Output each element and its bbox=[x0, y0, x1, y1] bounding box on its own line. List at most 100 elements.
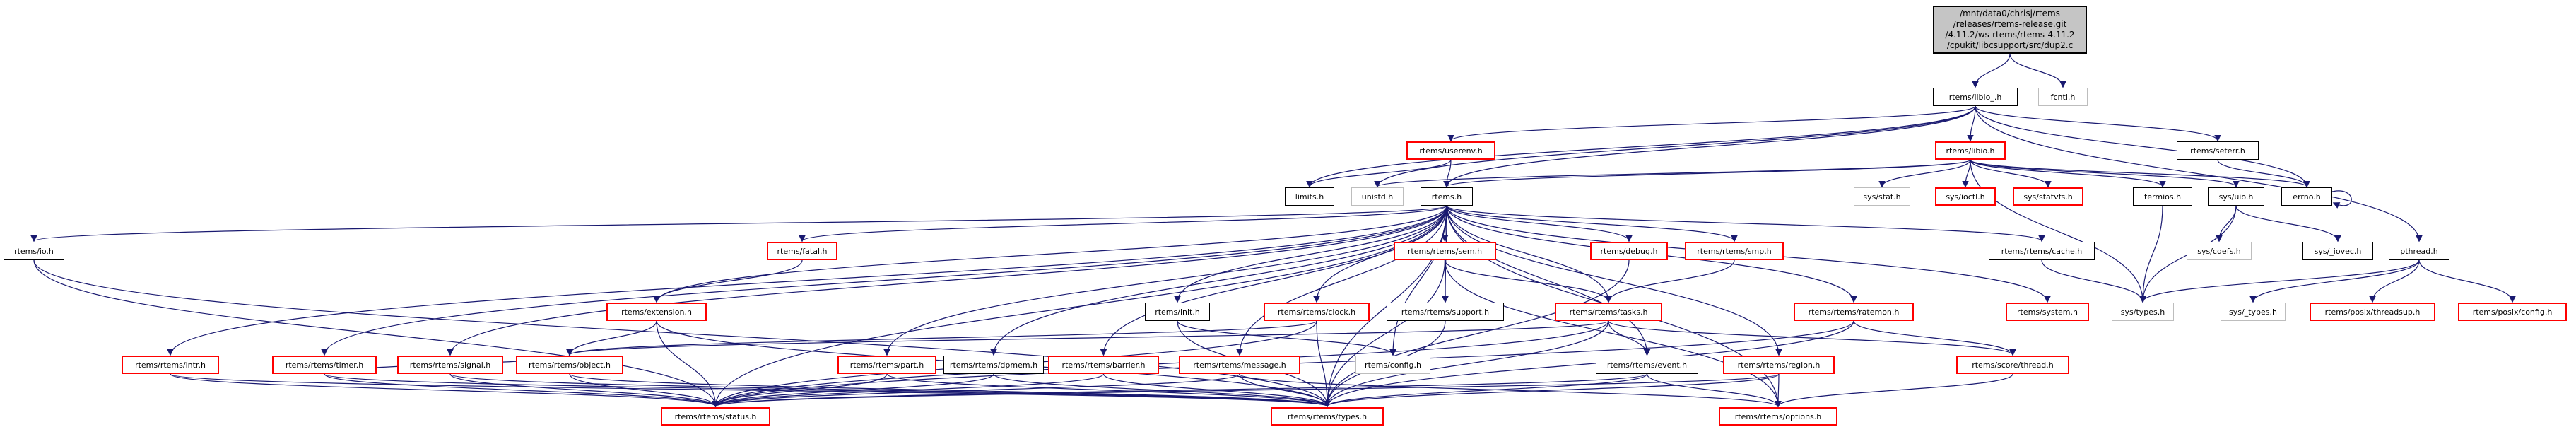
edge-event-types bbox=[1324, 373, 1648, 408]
edge-libio-termios bbox=[1970, 159, 2166, 188]
node-options[interactable]: rtems/rtems/options.h bbox=[1719, 407, 1837, 426]
node-seterr[interactable]: rtems/seterr.h bbox=[2177, 141, 2259, 160]
edge-barrier-types bbox=[1102, 373, 1331, 408]
edge-libio_-userenv bbox=[1447, 105, 1976, 142]
edge-debug-types bbox=[1324, 259, 1630, 408]
node-signal[interactable]: rtems/rtems/signal.h bbox=[397, 356, 503, 374]
node-rtems[interactable]: rtems.h bbox=[1421, 187, 1473, 206]
edge-root-libio_ bbox=[1972, 53, 2011, 88]
edge-root-fcntl bbox=[2009, 53, 2066, 88]
edge-signal-types bbox=[449, 373, 1331, 408]
node-fatal[interactable]: rtems/fatal.h bbox=[767, 242, 837, 260]
edge-rtems-smp bbox=[1446, 205, 1738, 242]
edge-region-types bbox=[1324, 373, 1780, 408]
node-sys_uio[interactable]: sys/uio.h bbox=[2208, 187, 2264, 206]
edge-rtems-fatal bbox=[799, 205, 1447, 242]
node-userenv[interactable]: rtems/userenv.h bbox=[1406, 141, 1495, 160]
edge-event-status bbox=[712, 373, 1648, 408]
edge-pthread-sys__types bbox=[2249, 259, 2420, 303]
node-errno[interactable]: errno.h bbox=[2281, 187, 2332, 206]
edge-io-types bbox=[33, 259, 1331, 408]
node-cache[interactable]: rtems/rtems/cache.h bbox=[1989, 242, 2095, 260]
edge-libio_-rtems bbox=[1443, 105, 1976, 188]
edge-userenv-rtems bbox=[1443, 159, 1452, 188]
node-barrier[interactable]: rtems/rtems/barrier.h bbox=[1048, 356, 1159, 374]
edge-sem-options bbox=[1444, 259, 1782, 408]
node-intr[interactable]: rtems/rtems/intr.h bbox=[122, 356, 219, 374]
edge-extension-status bbox=[656, 320, 719, 408]
edge-ratemon-score_thread bbox=[1853, 320, 2016, 356]
edge-pthread-posix_threadsup bbox=[2369, 259, 2420, 303]
edge-signal-status bbox=[449, 373, 719, 408]
edge-object-types bbox=[569, 373, 1331, 408]
node-posix_config[interactable]: rtems/posix/config.h bbox=[2458, 303, 2567, 321]
node-message[interactable]: rtems/rtems/message.h bbox=[1179, 356, 1300, 374]
edge-rtems-region bbox=[1446, 205, 1782, 356]
edge-rtems-dpmem bbox=[990, 205, 1447, 356]
node-limits[interactable]: limits.h bbox=[1285, 187, 1334, 206]
edge-message-options bbox=[1239, 373, 1782, 408]
edge-intr-status bbox=[170, 373, 719, 408]
node-io[interactable]: rtems/io.h bbox=[4, 242, 64, 260]
node-libio_[interactable]: rtems/libio_.h bbox=[1933, 88, 2018, 106]
node-tasks[interactable]: rtems/rtems/tasks.h bbox=[1555, 303, 1662, 321]
node-sys_cdefs: sys/cdefs.h bbox=[2187, 242, 2252, 260]
edge-libio-sys_types bbox=[1970, 159, 2146, 303]
node-fcntl: fcntl.h bbox=[2038, 88, 2088, 106]
edge-libio-rtems bbox=[1443, 159, 1971, 188]
node-part[interactable]: rtems/rtems/part.h bbox=[837, 356, 936, 374]
edge-rtems-signal bbox=[447, 205, 1447, 356]
edge-libio-sys_statvfs bbox=[1970, 159, 2052, 188]
node-clock[interactable]: rtems/rtems/clock.h bbox=[1264, 303, 1370, 321]
node-init[interactable]: rtems/init.h bbox=[1145, 303, 1210, 321]
edge-sys_uio-sys_iovec bbox=[2235, 205, 2341, 242]
node-libio[interactable]: rtems/libio.h bbox=[1935, 141, 2006, 160]
node-region[interactable]: rtems/rtems/region.h bbox=[1723, 356, 1835, 374]
edge-rtems-part bbox=[883, 205, 1447, 356]
node-unistd: unistd.h bbox=[1351, 187, 1404, 206]
edge-tasks-score_thread bbox=[1608, 320, 2016, 356]
node-sys_iovec[interactable]: sys/_iovec.h bbox=[2302, 242, 2373, 260]
node-object[interactable]: rtems/rtems/object.h bbox=[516, 356, 623, 374]
node-sys_statvfs[interactable]: sys/statvfs.h bbox=[2013, 187, 2083, 206]
edge-cache-sys_types bbox=[2041, 259, 2146, 303]
node-config: rtems/config.h bbox=[1355, 356, 1430, 374]
node-support[interactable]: rtems/rtems/support.h bbox=[1387, 303, 1504, 321]
edge-sys_uio-sys_cdefs bbox=[2216, 205, 2237, 242]
node-system[interactable]: rtems/system.h bbox=[2006, 303, 2089, 321]
edge-libio-sys_uio bbox=[1970, 159, 2240, 188]
node-pthread[interactable]: pthread.h bbox=[2389, 242, 2449, 260]
edge-intr-types bbox=[170, 373, 1331, 408]
edge-barrier-status bbox=[712, 373, 1105, 408]
node-timer[interactable]: rtems/rtems/timer.h bbox=[272, 356, 377, 374]
edge-extension-object bbox=[566, 320, 657, 356]
node-extension[interactable]: rtems/extension.h bbox=[606, 303, 707, 321]
edge-libio_-limits bbox=[1306, 105, 1976, 188]
edge-termios-sys_types bbox=[2139, 205, 2163, 303]
edge-region-options bbox=[1775, 373, 1782, 408]
node-ratemon[interactable]: rtems/rtems/ratemon.h bbox=[1794, 303, 1914, 321]
edge-rtems-init bbox=[1174, 205, 1447, 303]
node-types[interactable]: rtems/rtems/types.h bbox=[1271, 407, 1384, 426]
edge-score_thread-options bbox=[1775, 373, 2013, 408]
edge-tasks-types bbox=[1324, 320, 1609, 408]
edge-message-status bbox=[712, 373, 1240, 408]
node-smp[interactable]: rtems/rtems/smp.h bbox=[1685, 242, 1784, 260]
edge-clock-object bbox=[566, 320, 1317, 356]
node-dpmem[interactable]: rtems/rtems/dpmem.h bbox=[943, 356, 1044, 374]
edge-libio_-libio bbox=[1967, 105, 1976, 142]
edge-tasks-event bbox=[1608, 320, 1651, 356]
node-event[interactable]: rtems/rtems/event.h bbox=[1596, 356, 1698, 374]
node-score_thread[interactable]: rtems/score/thread.h bbox=[1956, 356, 2069, 374]
node-sem[interactable]: rtems/rtems/sem.h bbox=[1394, 242, 1496, 260]
edge-init-config bbox=[1177, 320, 1396, 356]
node-status[interactable]: rtems/rtems/status.h bbox=[661, 407, 770, 426]
node-sys_ioctl[interactable]: sys/ioctl.h bbox=[1935, 187, 1996, 206]
edge-io-status bbox=[33, 259, 719, 408]
node-debug[interactable]: rtems/debug.h bbox=[1590, 242, 1668, 260]
edge-sem-tasks bbox=[1444, 259, 1612, 303]
node-posix_threadsup[interactable]: rtems/posix/threadsup.h bbox=[2310, 303, 2435, 321]
node-termios[interactable]: termios.h bbox=[2133, 187, 2192, 206]
edge-timer-status bbox=[324, 373, 719, 408]
